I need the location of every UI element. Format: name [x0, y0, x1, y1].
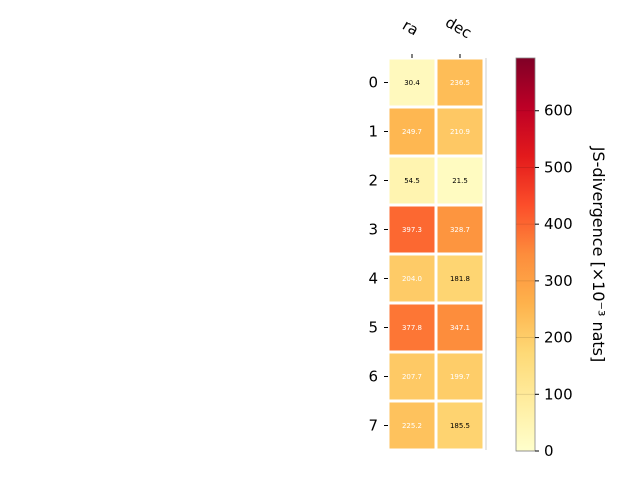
column-tick-label: dec	[442, 13, 474, 42]
heatmap-cell	[437, 206, 483, 253]
colorbar: 0 100 200 300 400 500 600	[515, 57, 573, 460]
cell-value-label: 181.8	[450, 275, 470, 283]
heatmap-cell	[437, 402, 483, 449]
heatmap-cell	[389, 255, 435, 302]
column-tick-label: ra	[399, 16, 421, 39]
cell-value-label: 54.5	[404, 177, 420, 185]
cell-value-label: 377.8	[402, 324, 422, 332]
heatmap-cell	[389, 304, 435, 351]
heatmap-cell	[437, 353, 483, 400]
cell-value-label: 21.5	[452, 177, 468, 185]
cell-value-label: 30.4	[404, 79, 420, 87]
heatmap-cell	[389, 157, 435, 204]
cell-value-label: 225.2	[402, 422, 422, 430]
cell-value-label: 185.5	[450, 422, 470, 430]
heatmap-cell	[389, 402, 435, 449]
heatmap-cell	[437, 59, 483, 106]
cell-value-label: 249.7	[402, 128, 422, 136]
row-tick-label: 1	[368, 123, 378, 141]
row-tick-label: 0	[368, 74, 378, 92]
row-tick-labels: 0 1 2 3 4 5 6 7	[368, 74, 388, 435]
heatmap-cell	[437, 304, 483, 351]
heatmap-cell	[389, 353, 435, 400]
row-tick-label: 7	[368, 417, 378, 435]
colorbar-tick-label: 600	[544, 102, 573, 120]
heatmap-cell	[437, 157, 483, 204]
cell-value-label: 210.9	[450, 128, 470, 136]
heatmap-cell	[437, 108, 483, 155]
cell-value-label: 347.1	[450, 324, 470, 332]
colorbar-gradient	[515, 57, 536, 452]
cell-value-label: 204.0	[402, 275, 422, 283]
colorbar-label: JS-divergence [×10⁻³ nats]	[589, 146, 608, 362]
colorbar-tick-label: 300	[544, 272, 573, 290]
cell-value-label: 328.7	[450, 226, 470, 234]
cell-value-label: 199.7	[450, 373, 470, 381]
row-tick-label: 5	[368, 319, 378, 337]
row-tick-label: 2	[368, 172, 378, 190]
row-tick-label: 6	[368, 368, 378, 386]
colorbar-tick-label: 500	[544, 158, 573, 176]
row-tick-label: 4	[368, 270, 378, 288]
heatmap-cell	[389, 108, 435, 155]
cell-value-label: 397.3	[402, 226, 422, 234]
cell-value-label: 236.5	[450, 79, 470, 87]
colorbar-tick-label: 400	[544, 215, 573, 233]
heatmap-cell	[437, 255, 483, 302]
colorbar-tick-label: 100	[544, 385, 573, 403]
row-tick-label: 3	[368, 221, 378, 239]
heatmap-cell	[389, 206, 435, 253]
cell-value-label: 207.7	[402, 373, 422, 381]
column-tick-labels: ra dec	[399, 13, 475, 58]
colorbar-tick-label: 200	[544, 329, 573, 347]
heatmap-grid: 30.4 236.5 249.7 210.9 54.5 21.5 397.3 328.7 204…	[389, 58, 487, 450]
colorbar-tick-label: 0	[544, 442, 554, 460]
heatmap-cell	[389, 59, 435, 106]
